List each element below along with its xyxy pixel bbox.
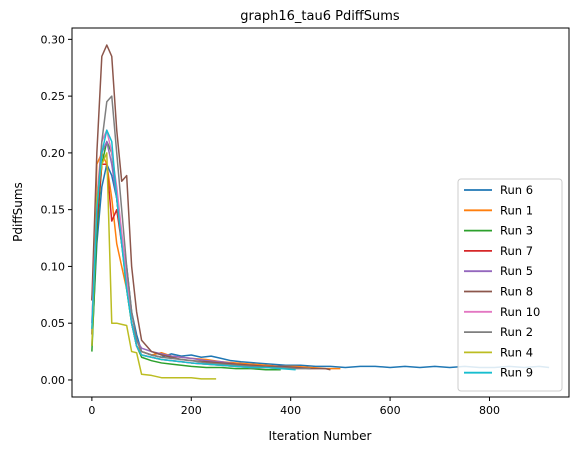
y-tick-label: 0.25 — [41, 90, 66, 103]
legend: Run 6 Run 1 Run 3 Run 7 Run 5 Run 8 Run 10 Run … — [457, 178, 563, 392]
legend-label-run-7: Run 7 — [500, 244, 533, 258]
legend-label-run-1: Run 1 — [500, 203, 533, 217]
legend-label-run-8: Run 8 — [500, 285, 533, 299]
y-tick-label: 0.20 — [41, 147, 66, 160]
x-tick-label: 600 — [380, 404, 401, 417]
series-line-run-9 — [91, 129, 296, 371]
y-tick-label: 0.05 — [41, 317, 66, 330]
legend-box — [457, 178, 563, 392]
series-line-run-2 — [91, 95, 311, 370]
series-line-run-8 — [91, 44, 331, 371]
series-line-run-4 — [91, 152, 217, 380]
y-tick-label: 0.10 — [41, 260, 66, 273]
series-line-run-3 — [91, 140, 281, 371]
y-tick-label: 0.15 — [41, 204, 66, 217]
y-tick-label: 0.30 — [41, 33, 66, 46]
legend-label-run-2: Run 2 — [500, 325, 533, 339]
x-tick-label: 400 — [280, 404, 301, 417]
ticks-layer: 0 200 400 600 800 0.00 0.05 0.10 0.15 0.20 0.25 0.3… — [41, 33, 500, 417]
x-tick-label: 0 — [88, 404, 95, 417]
x-tick-label: 800 — [479, 404, 500, 417]
x-tick-label: 200 — [181, 404, 202, 417]
series-layer — [91, 44, 550, 380]
legend-label-run-4: Run 4 — [500, 345, 533, 359]
legend-label-run-5: Run 5 — [500, 264, 533, 278]
legend-label-run-6: Run 6 — [500, 183, 533, 197]
x-axis-label: Iteration Number — [269, 429, 372, 443]
legend-label-run-3: Run 3 — [500, 224, 533, 238]
chart-title: graph16_tau6 PdiffSums — [240, 9, 400, 24]
legend-label-run-9: Run 9 — [500, 366, 533, 380]
legend-label-run-10: Run 10 — [500, 305, 540, 319]
y-axis-label: PdiffSums — [11, 182, 25, 242]
y-tick-label: 0.00 — [41, 374, 66, 387]
